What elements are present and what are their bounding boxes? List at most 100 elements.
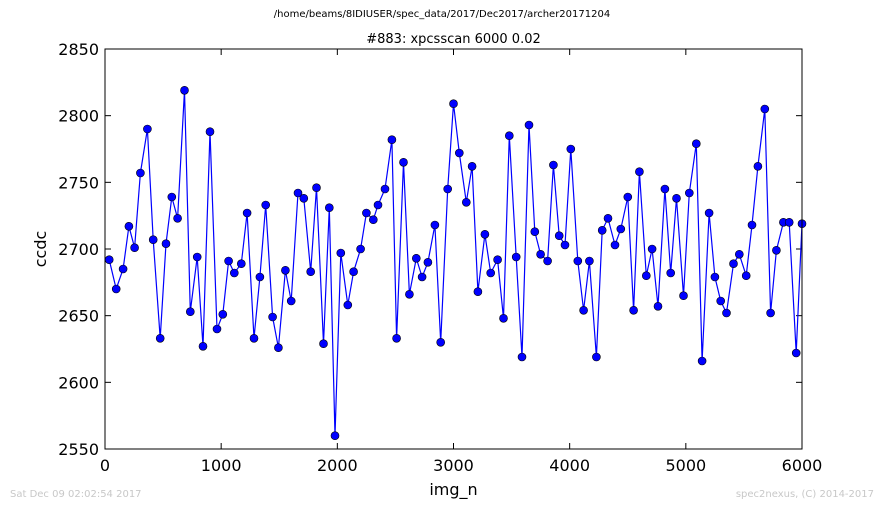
data-point xyxy=(543,256,552,266)
data-point xyxy=(623,192,633,202)
data-point xyxy=(136,168,145,178)
timestamp: Sat Dec 09 02:02:54 2017 xyxy=(10,489,142,500)
data-point xyxy=(641,271,651,281)
y-tick-label: 2600 xyxy=(58,373,99,392)
data-point xyxy=(511,252,521,262)
data-point xyxy=(173,214,182,223)
data-point xyxy=(549,160,558,170)
data-point xyxy=(454,148,464,158)
data-point xyxy=(293,188,303,198)
data-point xyxy=(319,339,328,349)
data-point xyxy=(261,200,271,210)
data-point xyxy=(679,291,688,301)
series-markers xyxy=(104,86,807,441)
data-point xyxy=(784,218,794,227)
data-point xyxy=(286,296,296,306)
y-tick-label: 2750 xyxy=(58,173,99,192)
data-point xyxy=(118,264,128,274)
data-point xyxy=(111,284,121,294)
data-point xyxy=(573,256,583,266)
data-point xyxy=(336,248,346,258)
x-tick-label: 0 xyxy=(100,456,110,475)
series-line xyxy=(108,90,803,436)
data-point xyxy=(192,252,202,262)
data-point xyxy=(161,239,171,248)
data-point xyxy=(741,271,751,281)
data-point xyxy=(697,356,707,366)
data-point xyxy=(417,272,427,282)
y-tick-label: 2650 xyxy=(58,307,99,326)
data-point xyxy=(399,158,408,167)
data-point xyxy=(747,220,757,230)
data-point xyxy=(186,307,195,317)
data-point xyxy=(704,208,714,218)
data-point xyxy=(734,250,744,259)
data-point xyxy=(560,240,570,250)
data-point xyxy=(143,124,152,134)
data-point xyxy=(237,259,246,269)
y-axis-label: ccdc xyxy=(31,231,50,268)
data-point xyxy=(356,244,365,254)
data-point xyxy=(473,287,483,297)
y-tick-label: 2700 xyxy=(58,240,99,259)
data-point xyxy=(104,255,114,265)
data-point xyxy=(212,324,222,334)
data-point xyxy=(387,135,397,144)
data-point xyxy=(585,256,594,266)
x-tick-label: 2000 xyxy=(317,456,358,475)
data-point xyxy=(684,188,694,198)
data-point xyxy=(467,162,477,171)
data-point xyxy=(554,231,564,240)
data-point xyxy=(610,240,620,250)
axes-frame xyxy=(104,48,803,450)
data-point xyxy=(493,255,502,265)
credit: spec2nexus, (C) 2014-2017 xyxy=(735,489,874,500)
data-point xyxy=(281,265,290,275)
y-tick-label: 2850 xyxy=(58,40,99,59)
data-point xyxy=(130,243,139,252)
data-point xyxy=(480,230,490,239)
data-point xyxy=(392,333,401,343)
chart-title: #883: xpcsscan 6000 0.02 xyxy=(366,32,541,47)
data-point xyxy=(299,194,309,203)
x-tick-label: 5000 xyxy=(665,456,706,475)
data-point xyxy=(148,235,158,244)
x-tick-label: 1000 xyxy=(201,456,242,475)
data-point xyxy=(274,343,283,353)
data-point xyxy=(772,246,781,255)
data-point xyxy=(666,268,676,278)
data-point xyxy=(373,200,383,210)
data-point xyxy=(629,305,638,315)
data-point xyxy=(499,313,508,323)
data-point xyxy=(380,184,390,194)
data-point xyxy=(760,104,770,114)
data-point xyxy=(791,348,801,358)
data-point xyxy=(362,208,371,218)
data-point xyxy=(530,227,540,236)
data-point xyxy=(198,341,208,351)
data-point xyxy=(710,272,720,282)
data-point xyxy=(124,222,134,231)
data-point xyxy=(349,267,358,277)
data-point xyxy=(249,333,259,343)
data-point xyxy=(753,162,763,171)
data-point xyxy=(324,203,334,212)
x-tick-label: 3000 xyxy=(433,456,474,475)
y-axis-ticks: 2550 2600 2650 2700 2750 2800 2850 xyxy=(58,40,802,459)
data-point xyxy=(268,312,277,322)
data-point xyxy=(205,127,215,136)
x-axis-label: img_n xyxy=(429,480,477,500)
data-point xyxy=(255,272,265,282)
data-point xyxy=(635,167,644,176)
data-point xyxy=(167,192,177,202)
data-point xyxy=(716,296,726,306)
figure-suptitle: /home/beams/8IDIUSER/spec_data/2017/Dec2… xyxy=(273,9,611,20)
data-point xyxy=(672,194,681,203)
x-axis-ticks: 0 1000 2000 3000 4000 5000 6000 xyxy=(100,49,822,475)
data-point xyxy=(343,300,353,310)
data-point xyxy=(616,224,626,234)
data-point xyxy=(155,333,165,343)
data-point xyxy=(330,431,340,441)
data-point xyxy=(592,352,601,362)
